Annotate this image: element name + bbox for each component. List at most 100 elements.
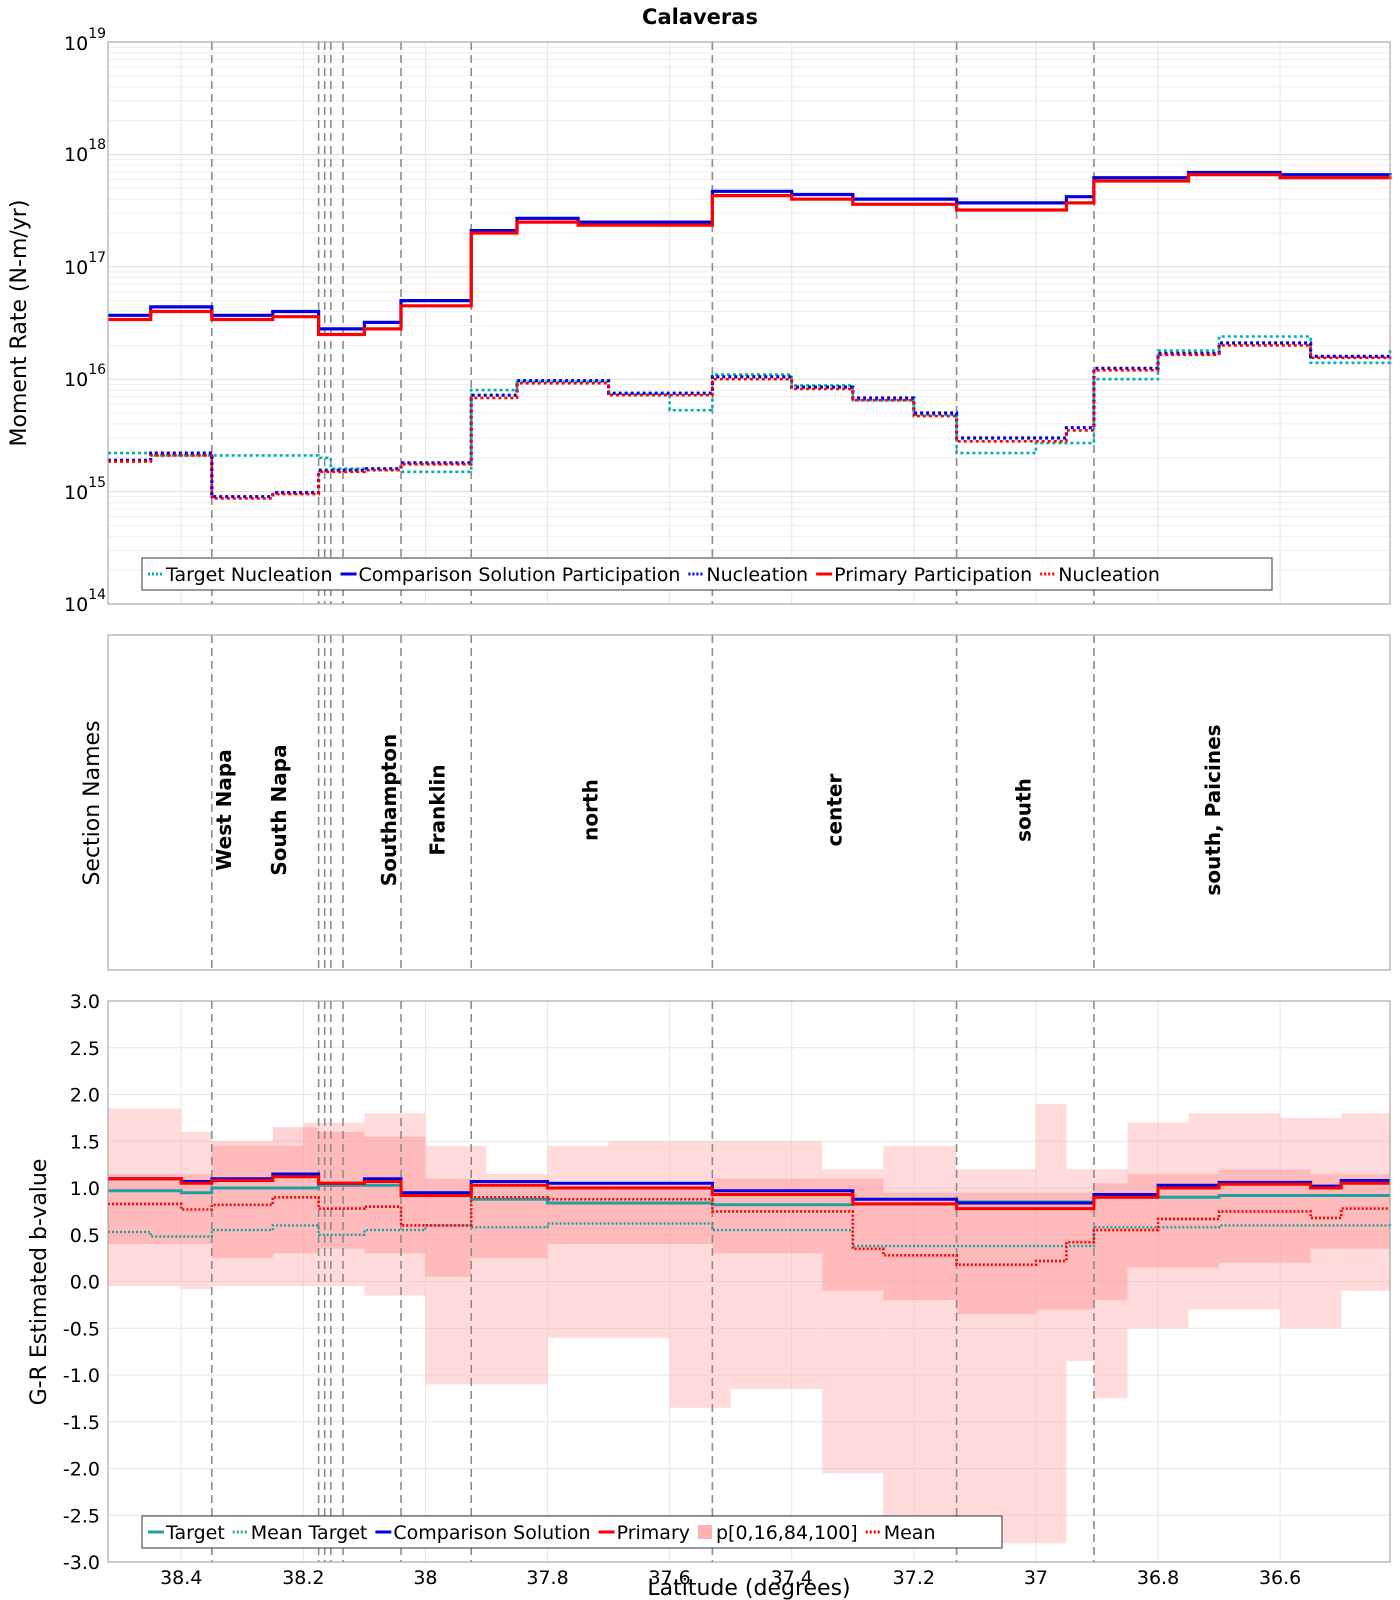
x-tick-label: 38.2: [282, 1567, 324, 1589]
primary-participation-series: [108, 173, 1392, 337]
x-tick-label: 37.4: [771, 1567, 813, 1589]
percentile-band-inner: [318, 1131, 365, 1249]
x-axis-label: Latitude (degrees): [647, 1576, 850, 1600]
x-ticks: 38.4 38.2 38 37.8 37.6 37.4 37.2 37 36.8 36.6: [160, 1567, 1301, 1589]
y-tick-label: 1019: [64, 26, 106, 55]
y-tick-label: 2.0: [70, 1085, 100, 1107]
b-value-y-axis-label: G-R Estimated b-value: [27, 1159, 52, 1406]
b-value-series: [108, 1172, 1392, 1266]
legend-label: Comparison Solution: [393, 1522, 590, 1544]
legend-label: Primary: [617, 1522, 690, 1544]
legend-label: Mean: [884, 1522, 936, 1544]
percentile-band-inner: [956, 1192, 1036, 1315]
section-name-label: south: [1012, 778, 1036, 842]
b-value-plot-frame: [107, 1000, 1391, 1563]
mean-b-series: [108, 1196, 1390, 1266]
moment-rate-panel: 1014 1015 1016 1017 1018 1019 Moment Rat…: [7, 26, 1392, 616]
section-names-y-axis-label: Section Names: [80, 720, 105, 885]
b-value-panel: 3.0 2.5 2.0 1.5 1.0 0.5 0.0 -0.5 -1.0 -1.5 -2.0 -2.…: [27, 991, 1392, 1600]
percentile-band-outer: [211, 1145, 304, 1287]
legend-label: Comparison Solution Participation: [359, 564, 681, 586]
section-name-label: center: [823, 774, 847, 847]
y-tick-label: 1014: [64, 587, 106, 616]
y-tick-label: 1.0: [70, 1178, 100, 1200]
percentile-band-inner: [272, 1127, 319, 1254]
section-name-label: South Napa: [267, 744, 291, 875]
y-tick-label: -0.5: [63, 1318, 100, 1340]
legend-label: Target Nucleation: [165, 564, 333, 586]
section-names-boundaries: [210, 635, 1095, 970]
percentile-band-outer: [108, 1108, 182, 1287]
percentile-band-outer: [486, 1173, 548, 1385]
y-tick-label: -2.5: [63, 1505, 100, 1527]
y-tick-label: 1015: [64, 475, 106, 504]
percentile-band-outer: [730, 1141, 823, 1390]
chart-title: Calaveras: [642, 5, 758, 29]
percentile-band-outer: [1341, 1113, 1390, 1291]
target-nucleation-series: [108, 335, 1392, 474]
percentile-band-inner: [211, 1141, 273, 1259]
percentile-band-outer: [956, 1169, 1036, 1544]
x-tick-label: 37.2: [893, 1567, 935, 1589]
y-tick-label: 1016: [64, 362, 106, 391]
x-tick-label: 37: [1024, 1567, 1048, 1589]
percentile-band-outer: [364, 1113, 426, 1296]
y-tick-label: 0.0: [70, 1272, 100, 1294]
percentile-band-inner: [1035, 1192, 1094, 1310]
percentile-band-outer: [1035, 1103, 1067, 1544]
legend-label: Nucleation: [706, 564, 808, 586]
x-tick-label: 38.4: [160, 1567, 202, 1589]
percentile-band-outer: [883, 1145, 957, 1544]
y-tick-label: 1018: [64, 137, 106, 166]
percentile-band-inner: [1093, 1183, 1128, 1301]
section-name-label: Southampton: [377, 734, 401, 886]
percentile-band-inner: [471, 1183, 548, 1259]
legend-label: Mean Target: [251, 1522, 368, 1544]
moment-rate-plot-frame: [107, 41, 1391, 605]
percentile-band-outer: [608, 1141, 670, 1338]
moment-rate-y-axis-label: Moment Rate (N-m/yr): [7, 200, 32, 447]
moment-rate-series: [108, 170, 1392, 500]
percentile-band-outer: [669, 1141, 731, 1408]
percentile-band-outer: [303, 1122, 365, 1287]
moment-rate-y-ticks: 1014 1015 1016 1017 1018 1019: [64, 26, 106, 616]
x-tick-label: 38: [413, 1567, 437, 1589]
primary-b-series: [108, 1175, 1390, 1211]
legend-label: p[0,16,84,100]: [716, 1522, 858, 1544]
moment-rate-legend: Target Nucleation Comparison Solution Par…: [141, 557, 1273, 591]
percentile-band-inner: [547, 1183, 713, 1245]
y-tick-label: 3.0: [70, 991, 100, 1013]
y-tick-label: -2.0: [63, 1459, 100, 1481]
legend-swatch: [698, 1525, 712, 1539]
legend-label: Nucleation: [1058, 564, 1160, 586]
moment-rate-grid: [108, 42, 1390, 605]
section-name-labels: West Napa South Napa Southampton Franklin no…: [212, 724, 1225, 895]
b-value-y-ticks: 3.0 2.5 2.0 1.5 1.0 0.5 0.0 -0.5 -1.0 -1.5 -2.0 -2.…: [63, 991, 100, 1574]
b-value-percentile-bands: [108, 1103, 1390, 1544]
y-tick-label: 1017: [64, 250, 106, 279]
legend-box: [141, 1515, 1003, 1549]
y-tick-label: 2.5: [70, 1038, 100, 1060]
percentile-band-outer: [1127, 1122, 1189, 1329]
x-tick-label: 37.6: [648, 1567, 690, 1589]
section-name-label: south, Paicines: [1201, 724, 1225, 895]
y-tick-label: -3.0: [63, 1552, 100, 1574]
section-name-label: north: [578, 779, 602, 841]
section-names-panel: Section Names West Napa South Napa Southam…: [80, 634, 1391, 971]
percentile-band-inner: [1127, 1173, 1220, 1268]
x-tick-label: 37.8: [526, 1567, 568, 1589]
x-tick-label: 36.6: [1259, 1567, 1301, 1589]
percentile-band-outer: [1280, 1117, 1342, 1329]
x-tick-label: 36.8: [1137, 1567, 1179, 1589]
percentile-band-outer: [1093, 1169, 1128, 1399]
y-tick-label: -1.5: [63, 1412, 100, 1434]
section-name-label: Franklin: [426, 764, 450, 855]
primary-nucleation-series: [108, 344, 1392, 500]
y-tick-label: 1.5: [70, 1131, 100, 1153]
percentile-band-outer: [547, 1145, 609, 1338]
legend-label: Primary Participation: [834, 564, 1032, 586]
comparison-nucleation-series: [108, 341, 1390, 499]
section-name-label: West Napa: [212, 749, 236, 870]
y-tick-label: -1.0: [63, 1365, 100, 1387]
